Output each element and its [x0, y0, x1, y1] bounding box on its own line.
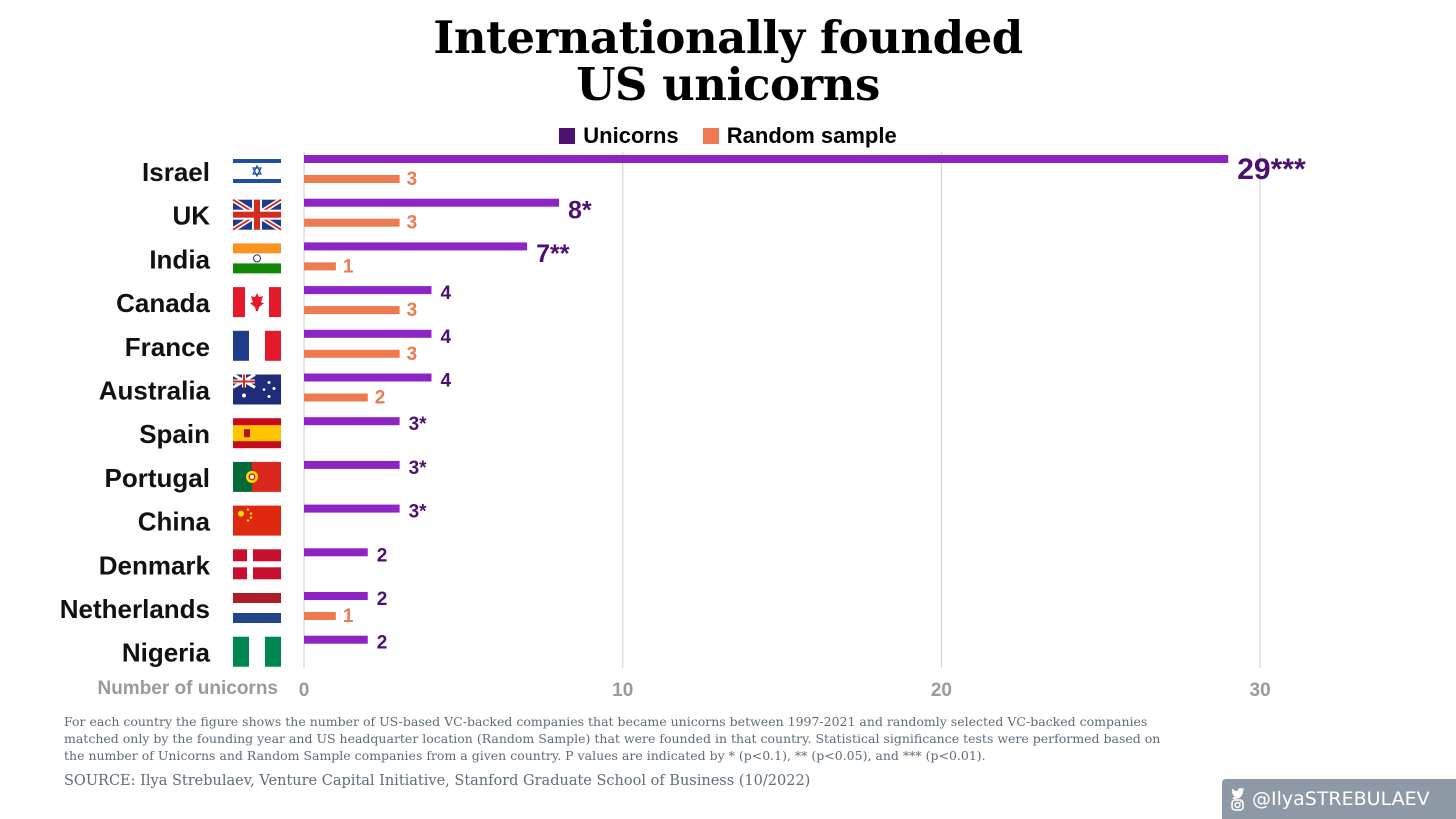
bar-unicorns-australia: [304, 373, 432, 382]
category-label-australia: Australia: [99, 376, 211, 406]
category-label-uk: UK: [172, 201, 210, 231]
x-axis-title: Number of unicorns: [97, 678, 278, 699]
data-label-unicorns-israel: 29***: [1237, 153, 1306, 186]
flag-china-icon: [233, 505, 281, 536]
category-label-israel: Israel: [142, 157, 210, 187]
flag-india-icon: [233, 243, 281, 274]
row-denmark: Denmark 2: [99, 545, 388, 580]
bar-unicorns-france: [304, 329, 432, 338]
legend-label-random-sample: Random sample: [726, 123, 897, 149]
row-india: India 7** 1: [149, 240, 569, 277]
data-label-unicorns-netherlands: 2: [377, 589, 388, 610]
row-china: China 3*: [138, 502, 427, 537]
row-france: France 4 3: [125, 327, 452, 365]
category-label-spain: Spain: [139, 419, 210, 449]
chart-title: Internationally founded US unicorns: [0, 14, 1456, 108]
bar-unicorns-nigeria: [304, 635, 368, 644]
social-handle-text: @IlyaSTREBULAEV: [1252, 788, 1430, 810]
data-label-unicorns-spain: 3*: [409, 414, 428, 435]
row-portugal: Portugal 3*: [105, 458, 428, 493]
flag-israel-icon: [233, 156, 281, 186]
flag-uk-icon: [231, 197, 283, 232]
row-nigeria: Nigeria 2: [122, 633, 387, 668]
bar-random-sample-canada: [304, 306, 400, 315]
category-label-denmark: Denmark: [99, 550, 211, 580]
chart-title-line2: US unicorns: [576, 58, 880, 111]
data-label-unicorns-australia: 4: [440, 371, 451, 392]
row-netherlands: Netherlands 2 1: [60, 589, 388, 627]
legend-label-unicorns: Unicorns: [583, 123, 679, 149]
source-note: SOURCE: Ilya Strebulaev, Venture Capital…: [64, 773, 811, 789]
flag-denmark-icon: [233, 549, 281, 580]
data-label-unicorns-uk: 8*: [568, 196, 592, 224]
bar-unicorns-china: [304, 504, 400, 513]
data-label-random-sample-australia: 2: [375, 388, 386, 409]
legend-swatch-unicorns: [559, 128, 576, 145]
data-label-unicorns-canada: 4: [440, 283, 451, 304]
legend-item-random-sample: Random sample: [702, 123, 897, 149]
bar-unicorns-portugal: [304, 460, 400, 469]
flag-australia-icon: [232, 373, 281, 405]
data-label-unicorns-france: 4: [440, 327, 451, 348]
bar-unicorns-netherlands: [304, 592, 368, 600]
flag-spain-icon: [233, 418, 281, 449]
bar-unicorns-spain: [304, 417, 400, 426]
footnote: For each country the figure shows the nu…: [64, 714, 1161, 763]
bar-unicorns-israel: [304, 155, 1229, 163]
data-label-random-sample-uk: 3: [407, 213, 418, 234]
legend-item-unicorns: Unicorns: [559, 123, 679, 149]
category-label-netherlands: Netherlands: [60, 594, 210, 624]
data-label-unicorns-nigeria: 2: [377, 633, 388, 654]
row-australia: Australia 4 2: [99, 371, 452, 409]
bar-unicorns-uk: [304, 198, 559, 207]
category-label-canada: Canada: [116, 288, 210, 318]
data-label-random-sample-netherlands: 1: [343, 606, 354, 627]
data-label-unicorns-china: 3*: [409, 502, 428, 523]
flag-nigeria-icon: [233, 636, 281, 667]
twitter-icon: [1231, 788, 1245, 799]
data-label-unicorns-portugal: 3*: [409, 458, 428, 479]
x-tick-label-20: 20: [931, 680, 952, 701]
chart-legend: Unicorns Random sample: [0, 122, 1456, 149]
chart-title-line1: Internationally founded: [433, 11, 1023, 64]
x-tick-label-30: 30: [1250, 680, 1271, 701]
row-uk: UK 8* 3: [172, 196, 591, 233]
bar-unicorns-canada: [304, 286, 432, 295]
x-tick-label-10: 10: [612, 680, 633, 701]
category-label-nigeria: Nigeria: [122, 638, 211, 668]
category-label-china: China: [138, 507, 211, 537]
data-label-random-sample-india: 1: [343, 256, 354, 277]
data-label-unicorns-india: 7**: [536, 240, 570, 268]
bar-unicorns-denmark: [304, 548, 368, 557]
data-label-unicorns-denmark: 2: [377, 545, 388, 566]
bar-random-sample-france: [304, 349, 400, 358]
row-canada: Canada 4 3: [116, 283, 451, 321]
bar-unicorns-india: [304, 242, 528, 251]
x-tick-label-0: 0: [299, 680, 310, 701]
bar-random-sample-netherlands: [304, 612, 336, 620]
flag-portugal-icon: [233, 461, 281, 492]
bar-random-sample-india: [304, 262, 336, 271]
instagram-icon: [1231, 799, 1244, 811]
row-spain: Spain 3*: [139, 414, 427, 449]
flag-france-icon: [233, 330, 281, 361]
category-label-india: India: [149, 244, 210, 274]
data-label-random-sample-france: 3: [407, 344, 418, 365]
flag-netherlands-icon: [233, 593, 281, 623]
flag-canada-icon: [233, 287, 281, 318]
data-label-random-sample-canada: 3: [407, 300, 418, 321]
bar-random-sample-australia: [304, 393, 368, 402]
row-israel: Israel 29*** 3: [142, 153, 1306, 190]
bar-random-sample-uk: [304, 218, 400, 227]
legend-swatch-random-sample: [702, 128, 719, 145]
social-icons: [1231, 788, 1245, 811]
bar-random-sample-israel: [304, 175, 400, 183]
category-label-portugal: Portugal: [105, 463, 210, 493]
social-handle-badge: @IlyaSTREBULAEV: [1222, 779, 1456, 819]
category-label-france: France: [125, 332, 210, 362]
data-label-random-sample-israel: 3: [407, 169, 418, 190]
